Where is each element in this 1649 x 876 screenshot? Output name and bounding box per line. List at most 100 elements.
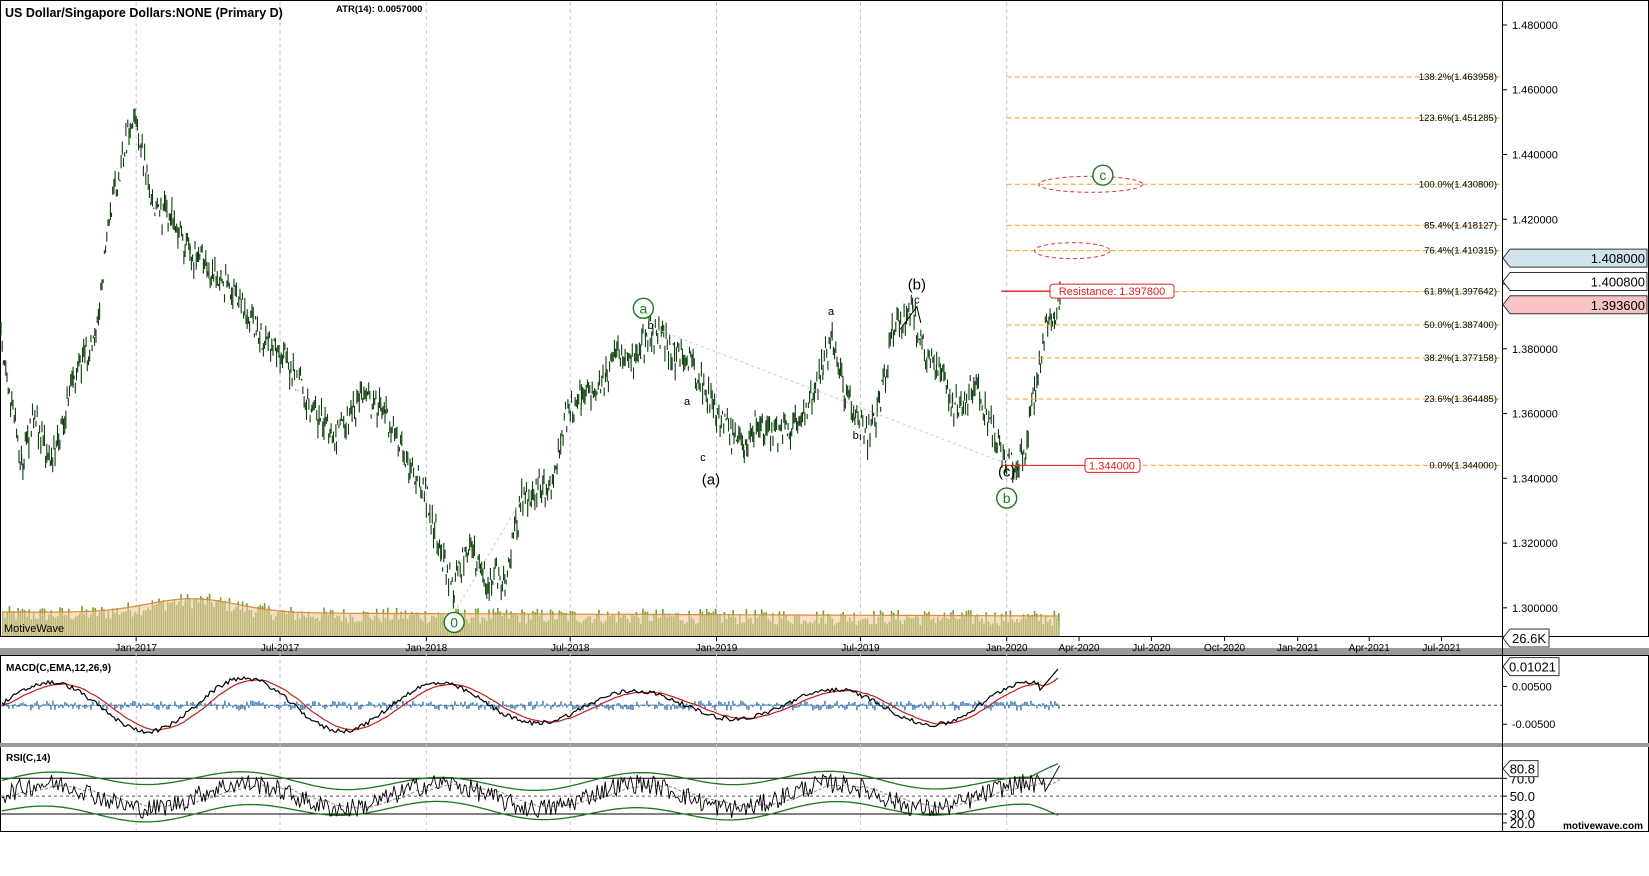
macd-hist-bar	[1048, 705, 1050, 711]
macd-hist-bar	[244, 705, 246, 711]
macd-hist-bar	[68, 705, 70, 708]
macd-hist-bar	[524, 705, 526, 711]
macd-hist-bar	[808, 704, 810, 706]
macd-hist-bar	[714, 705, 716, 711]
date-tick-label: Apr-2021	[1349, 643, 1391, 654]
macd-hist-bar	[160, 701, 162, 706]
macd-hist-bar	[162, 705, 164, 708]
macd-hist-bar	[666, 705, 668, 710]
macd-hist-bar	[860, 703, 862, 706]
macd-hist-bar	[324, 705, 326, 710]
macd-hist-bar	[742, 701, 744, 706]
macd-hist-bar	[740, 700, 742, 706]
macd-hist-bar	[238, 705, 240, 711]
macd-hist-bar	[100, 705, 102, 706]
macd-hist-bar	[120, 705, 122, 710]
macd-hist-bar	[636, 701, 638, 706]
macd-hist-bar	[984, 705, 986, 709]
macd-hist-bar	[514, 705, 516, 710]
macd-hist-bar	[552, 705, 554, 708]
price-tick-label: 1.380000	[1512, 344, 1558, 356]
price-badge	[1502, 248, 1648, 268]
macd-hist-bar	[940, 705, 942, 708]
macd-hist-bar	[518, 704, 520, 706]
macd-hist-bar	[746, 705, 748, 710]
macd-hist-bar	[114, 705, 116, 710]
macd-hist-bar	[640, 704, 642, 706]
wave-label-minor: a	[684, 396, 691, 408]
macd-hist-bar	[66, 703, 68, 706]
macd-hist-bar	[330, 705, 332, 707]
macd-hist-bar	[174, 701, 176, 706]
macd-hist-bar	[782, 705, 784, 710]
volume-badge-label: 26.6K	[1512, 631, 1546, 646]
macd-hist-bar	[1020, 705, 1022, 711]
macd-hist-bar	[890, 702, 892, 706]
macd-hist-bar	[50, 705, 52, 710]
macd-hist-bar	[98, 700, 100, 706]
macd-hist-bar	[482, 705, 484, 707]
watermark-right: motivewave.com	[1563, 821, 1643, 832]
macd-hist-bar	[16, 705, 18, 707]
macd-hist-bar	[1042, 703, 1044, 706]
macd-hist-bar	[74, 702, 76, 706]
macd-hist-bar	[926, 705, 928, 709]
macd-hist-bar	[1036, 705, 1038, 709]
macd-hist-bar	[84, 705, 86, 709]
macd-hist-bar	[216, 705, 218, 710]
macd-hist-bar	[128, 705, 130, 708]
macd-hist-bar	[590, 702, 592, 706]
macd-hist-bar	[532, 705, 534, 710]
fib-level-label: 100.0%(1.430800)	[1419, 179, 1497, 190]
price-tick-label: 1.320000	[1512, 538, 1558, 550]
macd-hist-bar	[1000, 702, 1002, 706]
macd-hist-bar	[182, 705, 184, 707]
macd-hist-bar	[228, 702, 230, 706]
macd-hist-bar	[814, 705, 816, 709]
fib-level-label: 61.8%(1.397642)	[1424, 287, 1497, 298]
macd-hist-bar	[798, 705, 800, 708]
macd-hist-bar	[386, 705, 388, 710]
macd-hist-bar	[432, 705, 434, 707]
macd-hist-bar	[928, 705, 930, 710]
macd-hist-bar	[208, 704, 210, 706]
macd-hist-bar	[548, 704, 550, 706]
macd-hist-bar	[118, 704, 120, 706]
macd-hist-bar	[888, 705, 890, 706]
macd-hist-bar	[298, 703, 300, 706]
macd-hist-bar	[464, 701, 466, 706]
macd-hist-bar	[774, 704, 776, 706]
macd-hist-bar	[472, 702, 474, 706]
macd-hist-bar	[364, 705, 366, 706]
macd-hist-bar	[438, 705, 440, 711]
macd-hist-bar	[892, 705, 894, 709]
target-zone-ellipse	[1034, 242, 1111, 260]
macd-hist-bar	[302, 705, 304, 710]
macd-hist-bar	[650, 704, 652, 706]
macd-hist-bar	[326, 705, 328, 708]
macd-hist-bar	[726, 705, 728, 711]
macd-hist-bar	[994, 701, 996, 706]
macd-hist-bar	[990, 705, 992, 711]
macd-hist-bar	[76, 705, 78, 708]
macd-hist-bar	[564, 703, 566, 706]
macd-value-badge	[1502, 657, 1560, 677]
macd-hist-bar	[934, 705, 936, 707]
macd-hist-bar	[722, 704, 724, 706]
macd-hist-bar	[30, 705, 32, 711]
macd-hist-bar	[602, 705, 604, 707]
macd-hist-bar	[672, 703, 674, 706]
price-tick-label: 1.440000	[1512, 150, 1558, 162]
macd-hist-bar	[702, 703, 704, 706]
price-candles	[0, 108, 1060, 609]
macd-hist-bar	[760, 705, 762, 711]
macd-hist-bar	[270, 705, 272, 706]
macd-hist-bar	[70, 703, 72, 706]
macd-hist-bar	[1044, 705, 1046, 709]
macd-hist-bar	[512, 705, 514, 709]
macd-hist-bar	[510, 705, 512, 709]
price-badge	[1502, 271, 1648, 291]
macd-hist-bar	[456, 705, 458, 706]
macd-hist-bar	[300, 705, 302, 710]
